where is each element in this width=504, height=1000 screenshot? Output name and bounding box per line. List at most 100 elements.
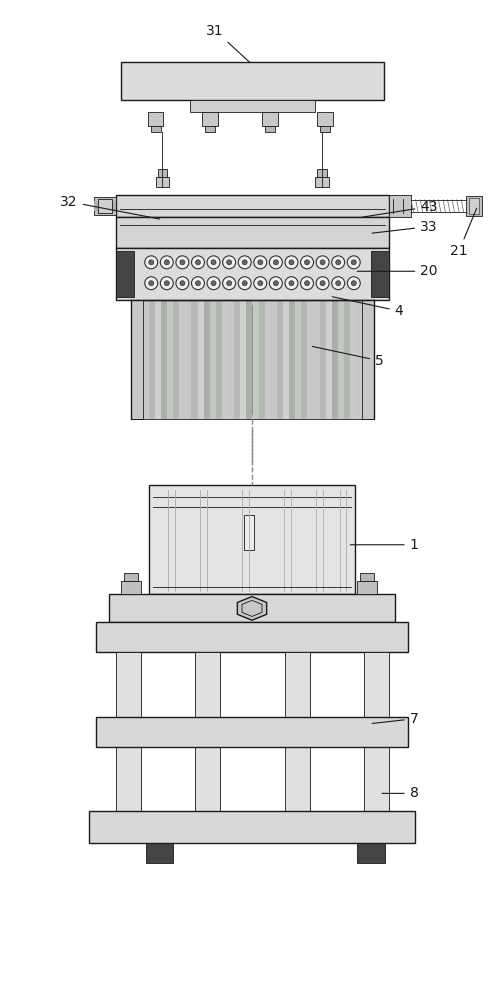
Bar [371,251,389,297]
Circle shape [332,277,345,290]
Bar [357,581,377,594]
Bar [313,300,320,419]
Bar [109,594,395,622]
Bar [131,300,143,419]
Circle shape [347,256,360,269]
Circle shape [304,260,309,265]
Bar [320,300,326,419]
Circle shape [223,256,235,269]
Circle shape [160,277,173,290]
Bar [265,300,271,419]
Circle shape [273,260,278,265]
Bar [338,300,344,419]
Bar [389,195,411,217]
Bar [179,300,185,419]
Bar [148,112,163,126]
Bar [259,300,265,419]
Circle shape [145,256,158,269]
Text: 1: 1 [350,538,418,552]
Bar [192,300,198,419]
Bar [98,199,112,213]
Bar [216,300,222,419]
Bar [116,248,389,300]
Circle shape [207,277,220,290]
Bar [158,169,167,177]
Bar [317,169,327,177]
Bar [320,126,330,132]
Bar [289,300,295,419]
Bar [123,573,138,581]
Bar [307,300,313,419]
Bar [89,811,415,843]
Circle shape [149,260,154,265]
Bar [116,217,389,248]
Circle shape [285,256,298,269]
Circle shape [273,281,278,286]
Circle shape [180,260,185,265]
Text: 43: 43 [362,200,438,217]
Bar [198,300,204,419]
Circle shape [227,260,232,265]
Bar [196,652,220,811]
Bar [234,300,240,419]
Bar [253,300,259,419]
Bar [244,515,254,550]
Circle shape [227,281,232,286]
Bar [185,300,192,419]
Bar [364,652,389,811]
Circle shape [316,256,329,269]
Text: 4: 4 [332,297,404,318]
Bar [205,126,215,132]
Circle shape [300,277,313,290]
Circle shape [336,281,341,286]
Bar [94,201,116,211]
Circle shape [149,281,154,286]
Bar [116,195,389,217]
Text: 32: 32 [60,195,160,219]
Bar [143,300,149,419]
Bar [94,197,116,215]
Bar [240,300,246,419]
Circle shape [285,277,298,290]
Bar [173,300,179,419]
Text: 8: 8 [382,786,418,800]
Text: 33: 33 [372,220,438,234]
Circle shape [192,277,205,290]
Bar [271,300,277,419]
Circle shape [347,277,360,290]
Bar [96,622,408,652]
Circle shape [270,277,282,290]
Bar [246,300,253,419]
Text: 5: 5 [312,346,384,368]
Bar [116,251,134,297]
Text: 7: 7 [372,712,418,726]
Bar [156,177,169,187]
Circle shape [192,256,205,269]
Circle shape [258,281,263,286]
Circle shape [238,277,251,290]
Circle shape [207,256,220,269]
Bar [285,652,309,811]
Circle shape [258,260,263,265]
Bar [121,62,384,100]
Bar [357,843,385,863]
Circle shape [320,281,325,286]
Circle shape [196,281,201,286]
Bar [362,300,374,419]
Circle shape [304,281,309,286]
Circle shape [320,260,325,265]
Bar [116,652,141,811]
Text: 20: 20 [357,264,438,278]
Circle shape [351,260,356,265]
Circle shape [176,277,189,290]
Bar [332,300,338,419]
Bar [210,300,216,419]
Bar [317,112,333,126]
Bar [121,581,141,594]
Text: 21: 21 [450,208,477,258]
Bar [344,300,350,419]
Circle shape [211,281,216,286]
Circle shape [238,256,251,269]
Bar [295,300,301,419]
Bar [360,573,374,581]
